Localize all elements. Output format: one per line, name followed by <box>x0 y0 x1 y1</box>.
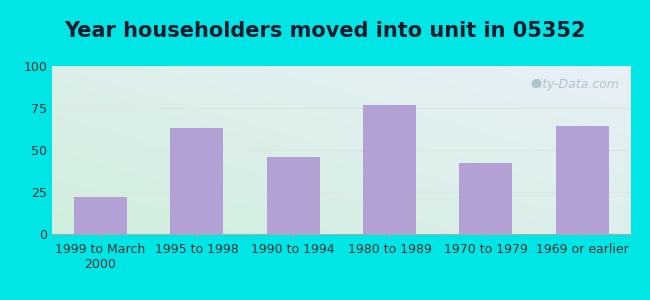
Text: City-Data.com: City-Data.com <box>530 78 619 91</box>
Text: ●: ● <box>531 78 541 88</box>
Bar <box>73 197 127 234</box>
Bar <box>460 164 512 234</box>
Bar <box>556 127 609 234</box>
Text: Year householders moved into unit in 05352: Year householders moved into unit in 053… <box>64 21 586 41</box>
Bar <box>170 128 223 234</box>
Bar <box>363 105 416 234</box>
Bar <box>266 157 320 234</box>
